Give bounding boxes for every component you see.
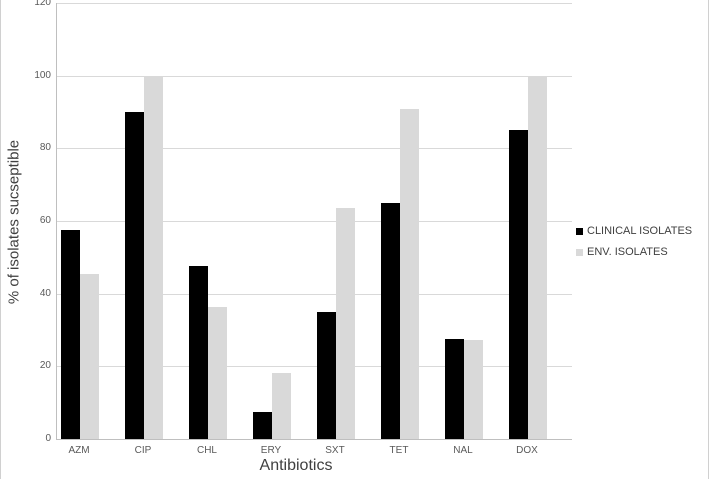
bar-azm-env xyxy=(80,273,99,439)
bar-azm-clinical xyxy=(61,230,80,439)
bar-nal-clinical xyxy=(445,339,464,439)
bar-dox-clinical xyxy=(509,130,528,439)
bar-ery-clinical xyxy=(253,411,272,439)
x-category-label-nal: NAL xyxy=(453,445,473,456)
bar-tet-clinical xyxy=(381,202,400,439)
bar-sxt-clinical xyxy=(317,311,336,439)
y-tick-label-60: 60 xyxy=(39,215,51,226)
legend-label: CLINICAL ISOLATES xyxy=(587,225,693,237)
bar-cip-env xyxy=(144,75,163,439)
gridline-y-80 xyxy=(57,148,572,150)
y-tick-label-80: 80 xyxy=(39,142,51,154)
y-tick-label-40: 40 xyxy=(39,287,51,299)
x-category-label-chl: CHL xyxy=(196,445,217,456)
bar-sxt-env xyxy=(336,207,355,439)
gridline-y-20 xyxy=(57,366,572,368)
legend-item-env-isolates: ENV. ISOLATES xyxy=(576,246,692,258)
bar-nal-env xyxy=(464,339,483,439)
bar-chl-env xyxy=(208,306,227,439)
gridline-y-100 xyxy=(57,75,572,77)
bar-dox-env xyxy=(528,75,547,439)
bar-chl-clinical xyxy=(189,266,208,439)
y-tick-label-120: 120 xyxy=(34,0,51,8)
gridlines xyxy=(57,3,572,439)
legend-marker-icon xyxy=(576,248,583,256)
y-tick-label-0: 0 xyxy=(45,433,51,444)
x-category-label-ery: ERY xyxy=(260,445,282,456)
bar-tet-env xyxy=(400,108,419,439)
x-category-label-azm: AZM xyxy=(68,445,90,456)
x-category-label-cip: CIP xyxy=(134,445,152,456)
gridline-y-60 xyxy=(57,221,572,222)
x-category-label-tet: TET xyxy=(389,445,409,456)
bar-ery-env xyxy=(272,372,291,439)
plot-area xyxy=(56,3,572,440)
gridline-y-120 xyxy=(57,3,572,4)
y-tick-label-20: 20 xyxy=(39,360,51,372)
x-category-label-sxt: SXT xyxy=(325,445,345,456)
bars-layer xyxy=(57,3,572,439)
gridline-y-40 xyxy=(57,293,572,295)
y-tick-label-100: 100 xyxy=(34,69,51,81)
x-category-label-dox: DOX xyxy=(516,445,538,456)
legend-label: ENV. ISOLATES xyxy=(587,246,668,258)
legend-marker-icon xyxy=(576,227,583,235)
legend-item-clinical-isolates: CLINICAL ISOLATES xyxy=(576,225,692,237)
x-axis-title: Antibiotics xyxy=(259,457,333,474)
bar-cip-clinical xyxy=(125,112,144,439)
legend: CLINICAL ISOLATES ENV. ISOLATES xyxy=(576,225,692,267)
